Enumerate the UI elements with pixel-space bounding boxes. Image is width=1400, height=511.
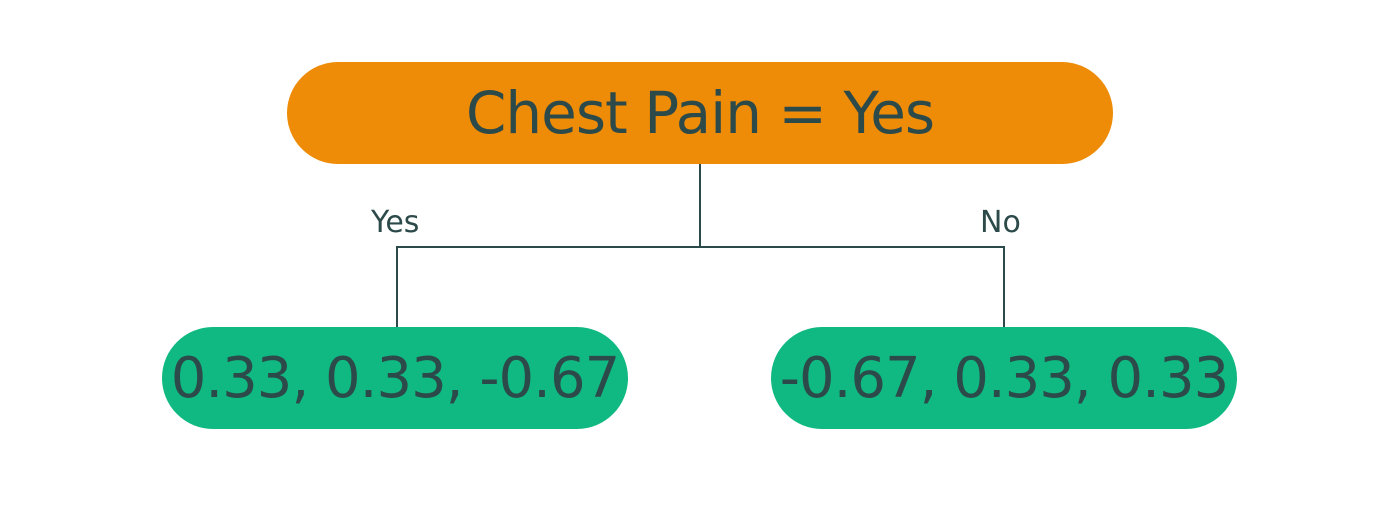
root-node-label: Chest Pain = Yes [465,79,935,147]
leaf-node-right-label: -0.67, 0.33, 0.33 [779,345,1229,411]
leaf-node-left: 0.33, 0.33, -0.67 [162,327,628,429]
branch-label-no: No [980,205,1021,240]
root-node: Chest Pain = Yes [287,62,1113,164]
leaf-node-left-label: 0.33, 0.33, -0.67 [170,345,620,411]
leaf-node-right: -0.67, 0.33, 0.33 [771,327,1237,429]
branch-label-yes: Yes [371,205,420,240]
